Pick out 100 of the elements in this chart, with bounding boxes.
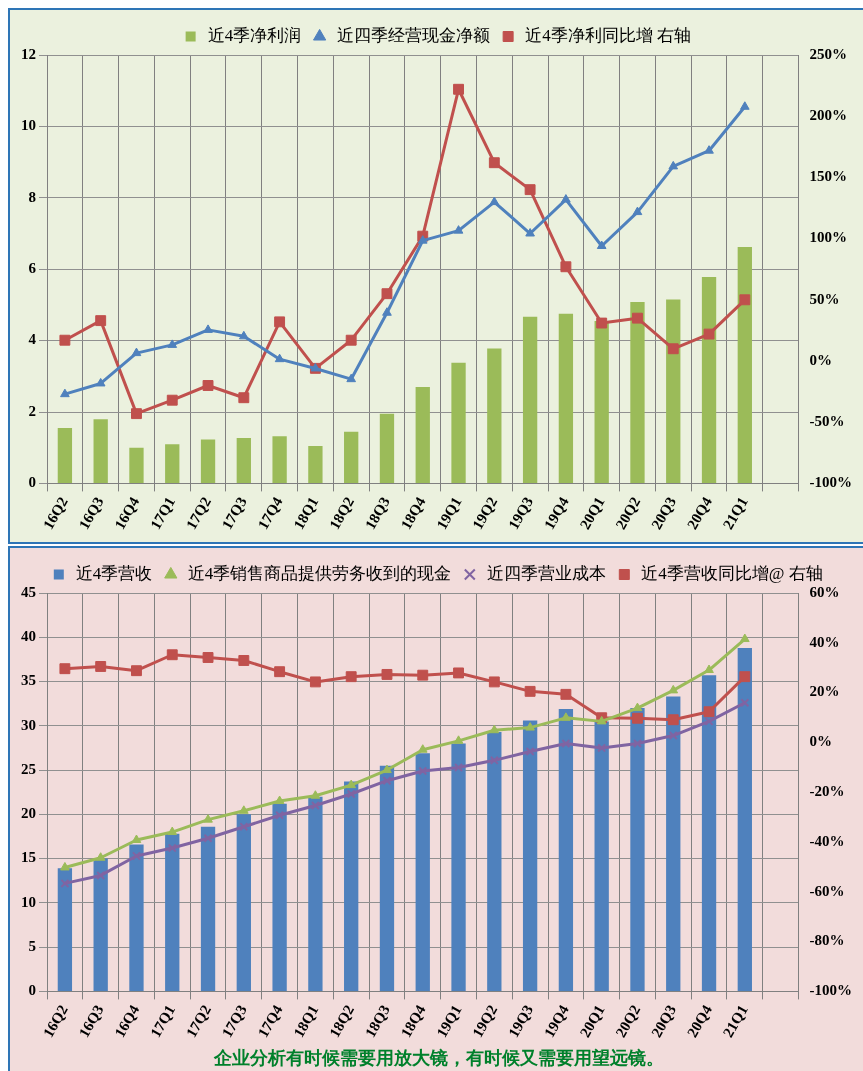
point [489, 724, 500, 734]
bar [737, 647, 752, 991]
point [274, 316, 286, 328]
point [131, 347, 142, 357]
point [418, 766, 428, 776]
bar [93, 419, 108, 483]
point [632, 312, 643, 324]
point [131, 665, 142, 677]
bar [379, 765, 395, 991]
bar [344, 781, 359, 991]
bar [522, 720, 538, 991]
y-tick-label: 20 [21, 805, 36, 822]
point [489, 196, 500, 206]
bar [666, 696, 681, 991]
point [96, 870, 106, 880]
point [560, 261, 572, 273]
point [275, 810, 285, 820]
legend-label: 近4季净利润 [207, 25, 302, 45]
point [597, 743, 607, 753]
point [739, 671, 751, 683]
point [95, 661, 107, 672]
point [381, 668, 393, 680]
point [274, 666, 286, 678]
point [632, 712, 643, 724]
bar [129, 447, 144, 483]
point [131, 408, 142, 420]
point [632, 702, 643, 712]
point [203, 833, 213, 843]
y-tick-label: 30 [21, 716, 36, 733]
point [95, 315, 107, 327]
y-tick-label: 40 [21, 628, 36, 645]
point [345, 334, 357, 346]
point [59, 334, 71, 346]
point [238, 392, 250, 404]
bar [451, 362, 466, 483]
y-tick-label: 25 [21, 760, 36, 777]
y-tick-label: 5 [28, 938, 36, 955]
y2-tick-label: 200% [809, 107, 847, 124]
point [454, 762, 464, 772]
bar [236, 814, 251, 991]
point [239, 822, 249, 832]
point [310, 790, 321, 799]
point [561, 738, 571, 749]
legend-label: 近4季净利同比增 右轴 [525, 25, 691, 45]
y2-tick-label: 250% [809, 45, 847, 62]
point [346, 779, 357, 789]
point [596, 240, 607, 249]
bar [379, 413, 395, 483]
point [203, 324, 213, 333]
legend-label: 近4季营收 [75, 563, 153, 583]
y2-tick-label: 150% [809, 168, 847, 185]
y2-tick-label: 20% [809, 683, 840, 700]
point [60, 861, 70, 871]
y-tick-label: 6 [28, 260, 37, 277]
point [202, 652, 214, 663]
y2-tick-label: -100% [809, 982, 852, 999]
y-tick-label: 4 [28, 331, 37, 348]
bar [165, 833, 180, 991]
point [95, 852, 106, 861]
point [703, 706, 715, 718]
point [274, 795, 285, 805]
point [167, 843, 177, 853]
point [167, 826, 178, 836]
point [95, 377, 106, 387]
point [488, 157, 500, 169]
legend-label: 近4季营收同比增@ 右轴 [641, 563, 823, 583]
y2-tick-label: 0% [809, 733, 832, 750]
y2-tick-label: 100% [809, 229, 847, 246]
point [166, 649, 178, 661]
point [453, 735, 464, 744]
point [668, 684, 679, 694]
bar [451, 743, 466, 991]
point [739, 294, 751, 306]
point [740, 101, 750, 110]
y2-tick-label: -80% [809, 932, 845, 949]
bar [344, 431, 359, 483]
point [488, 676, 500, 688]
point [489, 755, 499, 765]
point [238, 655, 250, 666]
bar [558, 313, 574, 483]
point [524, 184, 536, 196]
point [381, 288, 393, 300]
point [166, 394, 178, 406]
y-tick-label: 0 [28, 474, 36, 491]
bar [630, 302, 645, 483]
y2-tick-label: -40% [809, 832, 845, 849]
bar [57, 868, 73, 991]
point [202, 380, 214, 391]
point [382, 776, 392, 786]
y-tick-label: 35 [21, 672, 36, 689]
point [561, 194, 571, 203]
point [453, 83, 464, 95]
point [596, 317, 608, 329]
bar [487, 732, 502, 991]
point [740, 633, 750, 643]
point [524, 685, 536, 697]
bar [701, 277, 717, 483]
point [632, 738, 642, 749]
point [704, 664, 714, 674]
point [131, 851, 141, 861]
